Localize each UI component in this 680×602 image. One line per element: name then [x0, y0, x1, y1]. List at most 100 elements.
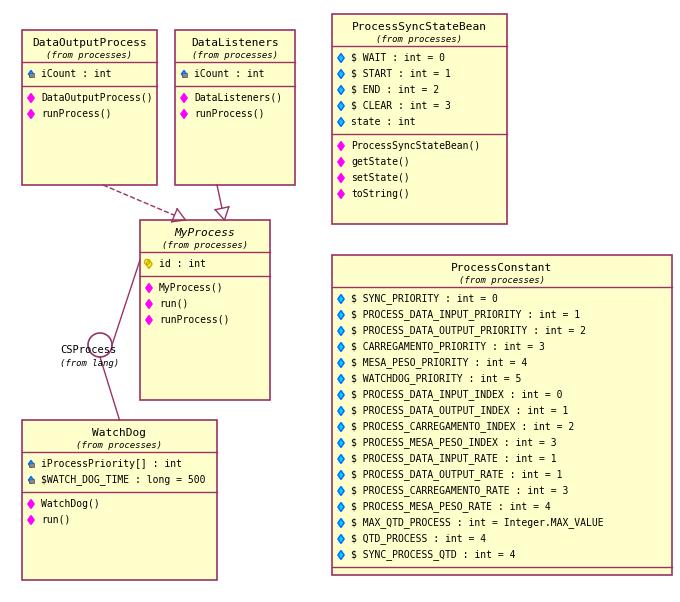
- Polygon shape: [181, 110, 187, 119]
- Polygon shape: [146, 259, 152, 268]
- Text: run(): run(): [159, 299, 188, 309]
- Polygon shape: [338, 102, 344, 111]
- Polygon shape: [29, 70, 33, 78]
- Text: WatchDog: WatchDog: [92, 429, 146, 438]
- Bar: [140, 220, 270, 400]
- Text: ProcessConstant: ProcessConstant: [452, 264, 553, 273]
- Text: (from processes): (from processes): [76, 441, 163, 450]
- Text: $ PROCESS_DATA_INPUT_INDEX : int = 0: $ PROCESS_DATA_INPUT_INDEX : int = 0: [351, 389, 562, 400]
- Text: (from processes): (from processes): [192, 51, 278, 60]
- Polygon shape: [28, 515, 34, 524]
- Text: runProcess(): runProcess(): [41, 109, 112, 119]
- Polygon shape: [338, 141, 344, 150]
- Text: (from processes): (from processes): [162, 241, 248, 250]
- Text: DataListeners(): DataListeners(): [194, 93, 282, 103]
- Polygon shape: [146, 284, 152, 293]
- Bar: [22, 30, 157, 185]
- Text: ProcessSyncStateBean(): ProcessSyncStateBean(): [351, 141, 480, 151]
- Text: setState(): setState(): [351, 173, 410, 183]
- Text: $ QTD_PROCESS : int = 4: $ QTD_PROCESS : int = 4: [351, 533, 486, 544]
- Polygon shape: [338, 471, 344, 480]
- Polygon shape: [338, 326, 344, 335]
- Text: $ WATCHDOG_PRIORITY : int = 5: $ WATCHDOG_PRIORITY : int = 5: [351, 374, 522, 385]
- Bar: [29, 72, 33, 76]
- Polygon shape: [338, 173, 344, 182]
- Text: MyProcess(): MyProcess(): [159, 283, 224, 293]
- Text: iProcessPriority[] : int: iProcessPriority[] : int: [41, 459, 182, 469]
- Text: id : int: id : int: [159, 259, 206, 269]
- Text: $ SYNC_PROCESS_QTD : int = 4: $ SYNC_PROCESS_QTD : int = 4: [351, 550, 515, 560]
- Text: $ PROCESS_CARREGAMENTO_RATE : int = 3: $ PROCESS_CARREGAMENTO_RATE : int = 3: [351, 486, 568, 497]
- Text: $ SYNC_PRIORITY : int = 0: $ SYNC_PRIORITY : int = 0: [351, 294, 498, 305]
- Polygon shape: [338, 391, 344, 400]
- Bar: [29, 462, 33, 467]
- Polygon shape: [338, 503, 344, 512]
- Polygon shape: [338, 406, 344, 415]
- Polygon shape: [146, 315, 152, 324]
- Text: $ PROCESS_CARREGAMENTO_INDEX : int = 2: $ PROCESS_CARREGAMENTO_INDEX : int = 2: [351, 421, 574, 432]
- Polygon shape: [146, 300, 152, 308]
- Text: $ END : int = 2: $ END : int = 2: [351, 85, 439, 95]
- Polygon shape: [338, 343, 344, 352]
- Polygon shape: [338, 158, 344, 167]
- Text: $ PROCESS_MESA_PESO_RATE : int = 4: $ PROCESS_MESA_PESO_RATE : int = 4: [351, 501, 551, 512]
- Text: (from processes): (from processes): [459, 276, 545, 285]
- Text: iCount : int: iCount : int: [194, 69, 265, 79]
- Polygon shape: [28, 93, 34, 102]
- Text: $ PROCESS_DATA_OUTPUT_RATE : int = 1: $ PROCESS_DATA_OUTPUT_RATE : int = 1: [351, 470, 562, 480]
- Text: $ PROCESS_DATA_OUTPUT_PRIORITY : int = 2: $ PROCESS_DATA_OUTPUT_PRIORITY : int = 2: [351, 326, 586, 337]
- Bar: [29, 479, 33, 482]
- Text: $ WAIT : int = 0: $ WAIT : int = 0: [351, 53, 445, 63]
- Polygon shape: [338, 294, 344, 303]
- Polygon shape: [338, 423, 344, 432]
- Polygon shape: [338, 69, 344, 78]
- Bar: [22, 420, 217, 580]
- Text: WatchDog(): WatchDog(): [41, 499, 100, 509]
- Text: DataListeners: DataListeners: [191, 39, 279, 48]
- Text: getState(): getState(): [351, 157, 410, 167]
- Polygon shape: [338, 486, 344, 495]
- Text: (from lang): (from lang): [60, 359, 119, 367]
- Text: run(): run(): [41, 515, 70, 525]
- Text: runProcess(): runProcess(): [159, 315, 230, 325]
- Polygon shape: [338, 117, 344, 126]
- Text: $ MESA_PESO_PRIORITY : int = 4: $ MESA_PESO_PRIORITY : int = 4: [351, 358, 527, 368]
- Text: DataOutputProcess(): DataOutputProcess(): [41, 93, 152, 103]
- Polygon shape: [338, 550, 344, 559]
- Polygon shape: [28, 110, 34, 119]
- Polygon shape: [338, 518, 344, 527]
- Text: CSProcess: CSProcess: [60, 345, 116, 355]
- Text: $ PROCESS_DATA_INPUT_PRIORITY : int = 1: $ PROCESS_DATA_INPUT_PRIORITY : int = 1: [351, 309, 580, 320]
- Text: $ PROCESS_MESA_PESO_INDEX : int = 3: $ PROCESS_MESA_PESO_INDEX : int = 3: [351, 438, 557, 448]
- Polygon shape: [181, 93, 187, 102]
- Text: $WATCH_DOG_TIME : long = 500: $WATCH_DOG_TIME : long = 500: [41, 474, 205, 485]
- Bar: [332, 255, 672, 575]
- Polygon shape: [338, 455, 344, 464]
- Polygon shape: [338, 359, 344, 367]
- Text: $ CLEAR : int = 3: $ CLEAR : int = 3: [351, 101, 451, 111]
- Bar: [332, 14, 507, 224]
- Text: (from processes): (from processes): [377, 35, 462, 44]
- Text: (from processes): (from processes): [46, 51, 133, 60]
- Polygon shape: [338, 438, 344, 447]
- Polygon shape: [338, 54, 344, 63]
- Bar: [182, 72, 186, 76]
- Polygon shape: [338, 85, 344, 95]
- Polygon shape: [28, 500, 34, 509]
- Text: $ PROCESS_DATA_OUTPUT_INDEX : int = 1: $ PROCESS_DATA_OUTPUT_INDEX : int = 1: [351, 406, 568, 417]
- Polygon shape: [338, 374, 344, 383]
- Text: runProcess(): runProcess(): [194, 109, 265, 119]
- Polygon shape: [338, 311, 344, 320]
- Text: toString(): toString(): [351, 189, 410, 199]
- Text: iCount : int: iCount : int: [41, 69, 112, 79]
- Text: $ CARREGAMENTO_PRIORITY : int = 3: $ CARREGAMENTO_PRIORITY : int = 3: [351, 341, 545, 352]
- Text: DataOutputProcess: DataOutputProcess: [32, 39, 147, 48]
- Text: MyProcess: MyProcess: [175, 228, 235, 238]
- Text: $ PROCESS_DATA_INPUT_RATE : int = 1: $ PROCESS_DATA_INPUT_RATE : int = 1: [351, 453, 557, 465]
- Bar: [175, 30, 295, 185]
- Text: $ MAX_QTD_PROCESS : int = Integer.MAX_VALUE: $ MAX_QTD_PROCESS : int = Integer.MAX_VA…: [351, 518, 604, 529]
- Polygon shape: [338, 535, 344, 544]
- Text: $ START : int = 1: $ START : int = 1: [351, 69, 451, 79]
- Polygon shape: [182, 70, 186, 78]
- Text: ProcessSyncStateBean: ProcessSyncStateBean: [352, 22, 487, 33]
